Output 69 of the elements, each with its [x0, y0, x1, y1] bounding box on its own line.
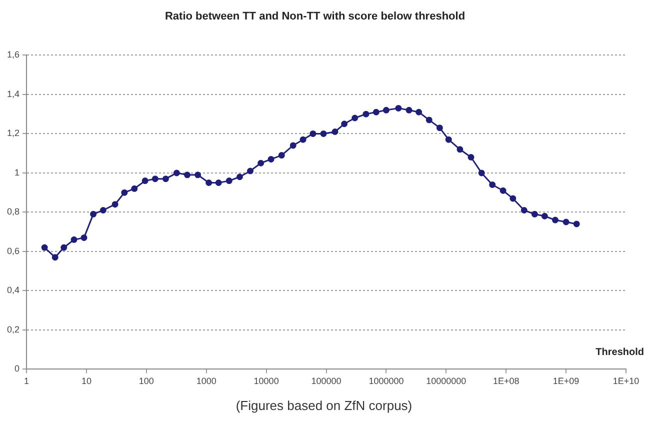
point — [121, 189, 128, 196]
point — [162, 176, 169, 182]
point — [436, 124, 443, 132]
point — [131, 185, 138, 192]
x-tick-label: 1000 — [196, 376, 216, 386]
point — [573, 220, 580, 228]
point — [332, 128, 338, 135]
point — [258, 160, 264, 166]
x-tick-label: 1000000 — [368, 376, 404, 386]
point — [247, 168, 254, 174]
point — [478, 170, 485, 176]
point — [341, 120, 348, 128]
point — [541, 212, 548, 220]
point — [320, 130, 327, 137]
point — [468, 154, 474, 160]
point — [520, 206, 528, 214]
x-tick-label: 100000 — [311, 376, 342, 386]
x-tick-label: 10000000 — [426, 376, 466, 386]
y-tick-label: 0,8 — [6, 206, 20, 217]
x-tick-label: 100 — [138, 376, 154, 386]
chart-title: Ratio between TT and Non-TT with score below threshold — [164, 10, 466, 23]
point — [112, 201, 118, 208]
x-tick-label: 1E+08 — [492, 376, 520, 386]
y-tick-label: 0,4 — [6, 285, 20, 296]
point — [236, 174, 243, 180]
y-tick-label: 1 — [14, 167, 20, 178]
point — [552, 216, 558, 224]
point — [426, 116, 432, 124]
text: (Figures based on ZfN corpus) — [234, 398, 414, 413]
point — [278, 152, 285, 159]
point — [173, 170, 180, 176]
point — [395, 104, 402, 112]
x-tick-label: 10000 — [254, 376, 279, 386]
point — [300, 136, 306, 143]
x-tick-label: 1 — [24, 376, 30, 386]
y-tick-label: 0,6 — [6, 246, 20, 256]
point — [362, 110, 370, 118]
point — [206, 180, 212, 186]
y-tick-label: 1,6 — [6, 50, 20, 60]
y-tick-label: 0 — [14, 364, 20, 374]
x-tick-label: 1E+09 — [552, 376, 580, 386]
point — [489, 181, 496, 188]
x-axis-title: Threshold — [596, 346, 644, 358]
point — [90, 210, 97, 218]
point — [100, 206, 106, 214]
point — [372, 108, 380, 116]
point — [142, 178, 148, 184]
y-tick-label: 1,4 — [6, 88, 20, 99]
point — [226, 178, 232, 184]
x-tick-label: 1E+10 — [612, 376, 640, 386]
point — [562, 218, 570, 226]
point — [310, 130, 316, 137]
point — [456, 146, 464, 153]
point — [215, 180, 222, 186]
point — [406, 106, 412, 114]
y-tick-label: 1,2 — [6, 128, 20, 138]
point — [382, 106, 390, 114]
point — [352, 114, 358, 122]
y-tick-label: 0,2 — [6, 324, 20, 334]
point — [416, 108, 422, 116]
point — [531, 210, 538, 218]
point — [194, 172, 202, 178]
point — [184, 172, 190, 178]
point — [500, 187, 506, 194]
point — [152, 176, 158, 182]
point — [268, 156, 274, 162]
point — [510, 195, 516, 202]
x-tick-label: 10 — [81, 376, 92, 386]
point — [290, 142, 296, 149]
